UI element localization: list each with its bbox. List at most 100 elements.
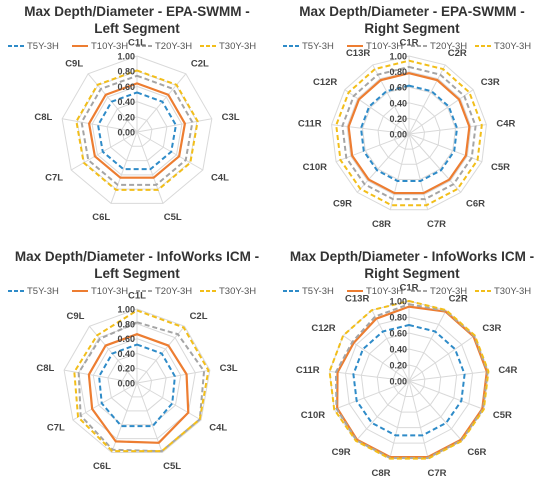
series-line-t5y-3h	[359, 84, 459, 182]
grid-ring	[121, 367, 153, 398]
legend-label-t5y-3h: T5Y-3H	[27, 286, 59, 297]
legend-label-t30y-3h: T30Y-3H	[494, 286, 531, 297]
tick-label: 0.00	[389, 130, 407, 140]
grid-spoke	[408, 309, 447, 382]
category-label-c7r: C7R	[427, 219, 446, 230]
category-label-c7l: C7L	[47, 423, 65, 434]
tick-label: 0.00	[117, 379, 135, 389]
tick-label: 0.40	[389, 98, 407, 108]
grid-spoke	[331, 124, 410, 135]
panel-infoworks-left: Max Depth/Diameter - InfoWorks ICM - Left…	[0, 245, 275, 489]
tick-label: 1.00	[389, 52, 407, 62]
grid-spoke	[372, 64, 410, 135]
legend-label-t10y-3h: T10Y-3H	[366, 286, 403, 297]
category-label-c2l: C2L	[191, 59, 209, 70]
category-label-c6r: C6R	[467, 447, 486, 458]
category-label-c7l: C7L	[45, 173, 63, 184]
grid-spoke	[408, 64, 446, 135]
grid-spoke	[70, 131, 138, 171]
grid-spoke	[136, 382, 202, 421]
chart-title-line: Max Depth/Diameter - EPA-SWMM -	[24, 4, 250, 19]
legend-label-t20y-3h: T20Y-3H	[155, 41, 192, 52]
grid-spoke	[110, 131, 138, 204]
tick-label: 0.20	[389, 114, 407, 124]
chart-title-line: Right Segment	[364, 266, 460, 281]
grid-ring	[106, 101, 168, 162]
tick-label: 0.20	[117, 112, 135, 122]
radar-grid	[63, 308, 211, 454]
panel-epa-swmm-right: Max Depth/Diameter - EPA-SWMM - Right Seg…	[275, 0, 550, 244]
series-line-t30y-3h	[335, 59, 483, 207]
category-label-c10r: C10R	[301, 410, 325, 421]
tick-label: 1.00	[117, 305, 135, 315]
series-line-t10y-3h	[347, 72, 471, 195]
category-label-c5r: C5R	[491, 162, 510, 173]
category-label-c6l: C6L	[93, 461, 111, 472]
grid-spoke	[408, 133, 429, 210]
grid-spoke	[408, 335, 476, 382]
series-line-t5y-3h	[97, 91, 177, 171]
tick-label: 0.40	[389, 345, 407, 355]
category-label-c6l: C6L	[92, 212, 110, 223]
legend-label-t10y-3h: T10Y-3H	[366, 41, 403, 52]
grid-spoke	[356, 133, 410, 193]
legend-label-t5y-3h: T5Y-3H	[27, 41, 59, 52]
category-label-c13r: C13R	[346, 48, 370, 59]
grid-spoke	[334, 380, 410, 410]
grid-spoke	[408, 133, 483, 163]
legend-label-t20y-3h: T20Y-3H	[155, 286, 192, 297]
category-label-c2l: C2L	[190, 311, 208, 322]
category-label-c3r: C3R	[482, 323, 501, 334]
tick-label: 0.60	[389, 83, 407, 93]
series-line-t20y-3h	[341, 65, 477, 201]
category-label-c1r: C1R	[399, 38, 418, 49]
grid-spoke	[62, 118, 138, 133]
series-line-t10y-3h	[87, 333, 190, 444]
radar-chart-infoworks-right: Max Depth/Diameter - InfoWorks ICM - Righ…	[283, 249, 534, 479]
grid-spoke	[355, 380, 410, 442]
grid-spoke	[136, 382, 163, 453]
category-label-c3l: C3L	[222, 112, 240, 123]
grid-spoke	[408, 124, 487, 135]
grid-spoke	[408, 133, 462, 193]
grid-spoke	[136, 369, 210, 384]
series-line-t10y-3h	[87, 82, 187, 179]
grid-spoke	[64, 369, 138, 384]
grid-ring	[377, 102, 441, 165]
grid-spoke	[389, 133, 410, 210]
legend-label-t30y-3h: T30Y-3H	[494, 41, 531, 52]
category-label-c1l: C1L	[128, 38, 146, 49]
tick-label: 0.80	[389, 67, 407, 77]
chart-title-line: Max Depth/Diameter - InfoWorks ICM -	[290, 249, 534, 264]
tick-label: 0.20	[117, 364, 135, 374]
grid-ring	[91, 85, 183, 176]
grid-spoke	[389, 380, 410, 459]
category-label-c8r: C8R	[372, 219, 391, 230]
tick-label: 1.00	[389, 297, 407, 307]
grid-spoke	[72, 382, 138, 421]
category-label-c3r: C3R	[481, 77, 500, 88]
category-label-c1l: C1L	[128, 291, 146, 302]
category-label-c9r: C9R	[332, 447, 351, 458]
series-line-t30y-3h	[73, 309, 210, 453]
category-label-c1r: C1R	[399, 283, 418, 294]
grid-ring	[346, 71, 472, 196]
radar-chart-epa-swmm-left: Max Depth/Diameter - EPA-SWMM - Left Segm…	[8, 4, 256, 223]
series-line-t30y-3h	[75, 69, 199, 191]
grid-spoke	[136, 131, 204, 171]
panel-infoworks-right: Max Depth/Diameter - InfoWorks ICM - Righ…	[275, 245, 550, 489]
category-label-c12r: C12R	[313, 77, 337, 88]
category-label-c2r: C2R	[449, 293, 468, 304]
tick-label: 0.20	[389, 361, 407, 371]
grid-spoke	[408, 380, 484, 410]
grid-spoke	[408, 380, 429, 459]
grid-spoke	[136, 73, 187, 133]
tick-label: 0.00	[389, 377, 407, 387]
category-label-c2r: C2R	[448, 48, 467, 59]
series-line-t20y-3h	[80, 74, 194, 186]
tick-label: 0.80	[117, 67, 135, 77]
grid-ring	[393, 117, 425, 150]
chart-title-line: Left Segment	[94, 21, 180, 36]
grid-spoke	[408, 89, 474, 135]
